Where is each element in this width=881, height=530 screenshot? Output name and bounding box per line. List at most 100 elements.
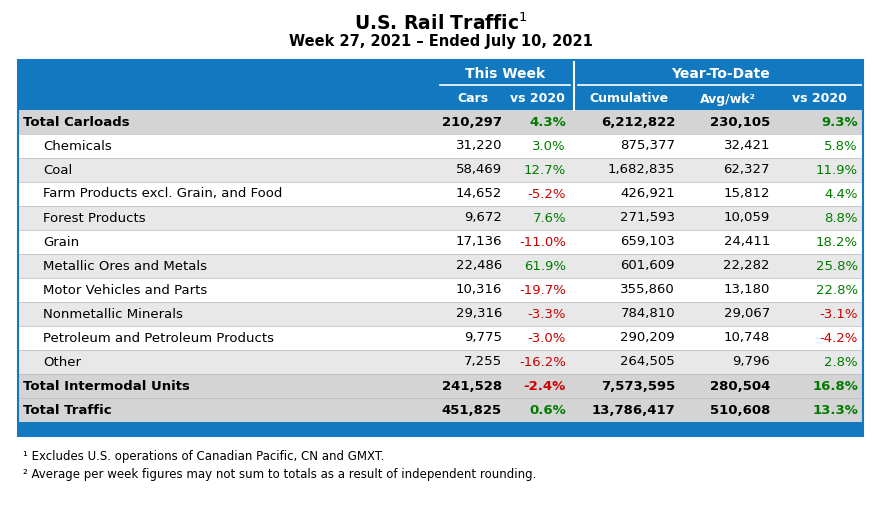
Text: vs 2020: vs 2020 bbox=[791, 93, 847, 105]
Text: Petroleum and Petroleum Products: Petroleum and Petroleum Products bbox=[43, 331, 274, 344]
Text: 601,609: 601,609 bbox=[620, 260, 675, 272]
Text: -3.1%: -3.1% bbox=[819, 307, 858, 321]
Bar bbox=[18, 302, 863, 326]
Bar bbox=[18, 422, 863, 436]
Text: 62,327: 62,327 bbox=[723, 163, 770, 176]
Text: Nonmetallic Minerals: Nonmetallic Minerals bbox=[43, 307, 183, 321]
Bar bbox=[18, 110, 863, 134]
Bar bbox=[18, 278, 863, 302]
Text: Forest Products: Forest Products bbox=[43, 211, 145, 225]
Text: 451,825: 451,825 bbox=[442, 403, 502, 417]
Text: 3.0%: 3.0% bbox=[532, 139, 566, 153]
Text: Grain: Grain bbox=[43, 235, 79, 249]
Text: Coal: Coal bbox=[43, 163, 72, 176]
Bar bbox=[18, 230, 863, 254]
Text: 875,377: 875,377 bbox=[620, 139, 675, 153]
Text: 7,255: 7,255 bbox=[464, 356, 502, 368]
Text: Metallic Ores and Metals: Metallic Ores and Metals bbox=[43, 260, 207, 272]
Text: -16.2%: -16.2% bbox=[519, 356, 566, 368]
Bar bbox=[18, 134, 863, 158]
Text: -4.2%: -4.2% bbox=[819, 331, 858, 344]
Bar bbox=[18, 88, 863, 110]
Bar bbox=[18, 254, 863, 278]
Text: 9,775: 9,775 bbox=[464, 331, 502, 344]
Bar bbox=[18, 326, 863, 350]
Text: -19.7%: -19.7% bbox=[519, 284, 566, 296]
Text: 510,608: 510,608 bbox=[709, 403, 770, 417]
Text: vs 2020: vs 2020 bbox=[510, 93, 565, 105]
Text: -11.0%: -11.0% bbox=[519, 235, 566, 249]
Text: 24,411: 24,411 bbox=[723, 235, 770, 249]
Text: 426,921: 426,921 bbox=[620, 188, 675, 200]
Text: 4.3%: 4.3% bbox=[529, 116, 566, 128]
Text: 16.8%: 16.8% bbox=[812, 379, 858, 393]
Text: 6,212,822: 6,212,822 bbox=[601, 116, 675, 128]
Text: This Week: This Week bbox=[465, 67, 545, 81]
Text: ¹ Excludes U.S. operations of Canadian Pacific, CN and GMXT.: ¹ Excludes U.S. operations of Canadian P… bbox=[23, 450, 384, 463]
Text: Total Intermodal Units: Total Intermodal Units bbox=[23, 379, 190, 393]
Text: U.S. Rail Traffic$^1$: U.S. Rail Traffic$^1$ bbox=[353, 12, 528, 33]
Bar bbox=[18, 60, 863, 436]
Text: Year-To-Date: Year-To-Date bbox=[671, 67, 770, 81]
Text: Total Carloads: Total Carloads bbox=[23, 116, 130, 128]
Text: Other: Other bbox=[43, 356, 81, 368]
Text: 25.8%: 25.8% bbox=[816, 260, 858, 272]
Text: 355,860: 355,860 bbox=[620, 284, 675, 296]
Text: 13.3%: 13.3% bbox=[812, 403, 858, 417]
Text: Total Traffic: Total Traffic bbox=[23, 403, 112, 417]
Text: 10,316: 10,316 bbox=[455, 284, 502, 296]
Text: 9,672: 9,672 bbox=[464, 211, 502, 225]
Text: 58,469: 58,469 bbox=[455, 163, 502, 176]
Text: 13,180: 13,180 bbox=[723, 284, 770, 296]
Bar bbox=[18, 350, 863, 374]
Text: 210,297: 210,297 bbox=[442, 116, 502, 128]
Text: 12.7%: 12.7% bbox=[523, 163, 566, 176]
Text: 32,421: 32,421 bbox=[723, 139, 770, 153]
Text: -3.3%: -3.3% bbox=[528, 307, 566, 321]
Text: 2.8%: 2.8% bbox=[825, 356, 858, 368]
Bar bbox=[18, 158, 863, 182]
Text: Farm Products excl. Grain, and Food: Farm Products excl. Grain, and Food bbox=[43, 188, 283, 200]
Text: 5.8%: 5.8% bbox=[825, 139, 858, 153]
Text: 17,136: 17,136 bbox=[455, 235, 502, 249]
Bar bbox=[18, 60, 863, 88]
Text: 1,682,835: 1,682,835 bbox=[608, 163, 675, 176]
Text: 290,209: 290,209 bbox=[620, 331, 675, 344]
Text: 18.2%: 18.2% bbox=[816, 235, 858, 249]
Text: 14,652: 14,652 bbox=[455, 188, 502, 200]
Text: -5.2%: -5.2% bbox=[528, 188, 566, 200]
Text: 8.8%: 8.8% bbox=[825, 211, 858, 225]
Text: 29,316: 29,316 bbox=[455, 307, 502, 321]
Text: 9.3%: 9.3% bbox=[821, 116, 858, 128]
Text: 10,748: 10,748 bbox=[724, 331, 770, 344]
Text: Avg/wk²: Avg/wk² bbox=[700, 93, 756, 105]
Text: 29,067: 29,067 bbox=[724, 307, 770, 321]
Text: 0.6%: 0.6% bbox=[529, 403, 566, 417]
Text: 15,812: 15,812 bbox=[723, 188, 770, 200]
Text: Motor Vehicles and Parts: Motor Vehicles and Parts bbox=[43, 284, 207, 296]
Text: -3.0%: -3.0% bbox=[528, 331, 566, 344]
Text: Cumulative: Cumulative bbox=[589, 93, 669, 105]
Text: 280,504: 280,504 bbox=[709, 379, 770, 393]
Text: 230,105: 230,105 bbox=[710, 116, 770, 128]
Text: 659,103: 659,103 bbox=[620, 235, 675, 249]
Text: 4.4%: 4.4% bbox=[825, 188, 858, 200]
Text: 271,593: 271,593 bbox=[620, 211, 675, 225]
Text: Week 27, 2021 – Ended July 10, 2021: Week 27, 2021 – Ended July 10, 2021 bbox=[289, 34, 592, 49]
Text: 22.8%: 22.8% bbox=[816, 284, 858, 296]
Text: 9,796: 9,796 bbox=[732, 356, 770, 368]
Bar bbox=[18, 182, 863, 206]
Text: 11.9%: 11.9% bbox=[816, 163, 858, 176]
Text: 22,282: 22,282 bbox=[723, 260, 770, 272]
Text: 7,573,595: 7,573,595 bbox=[601, 379, 675, 393]
Bar bbox=[18, 206, 863, 230]
Text: 264,505: 264,505 bbox=[620, 356, 675, 368]
Bar bbox=[18, 374, 863, 398]
Text: 241,528: 241,528 bbox=[442, 379, 502, 393]
Bar bbox=[18, 398, 863, 422]
Text: 10,059: 10,059 bbox=[724, 211, 770, 225]
Text: 31,220: 31,220 bbox=[455, 139, 502, 153]
Text: 7.6%: 7.6% bbox=[532, 211, 566, 225]
Text: 784,810: 784,810 bbox=[620, 307, 675, 321]
Text: Cars: Cars bbox=[457, 93, 488, 105]
